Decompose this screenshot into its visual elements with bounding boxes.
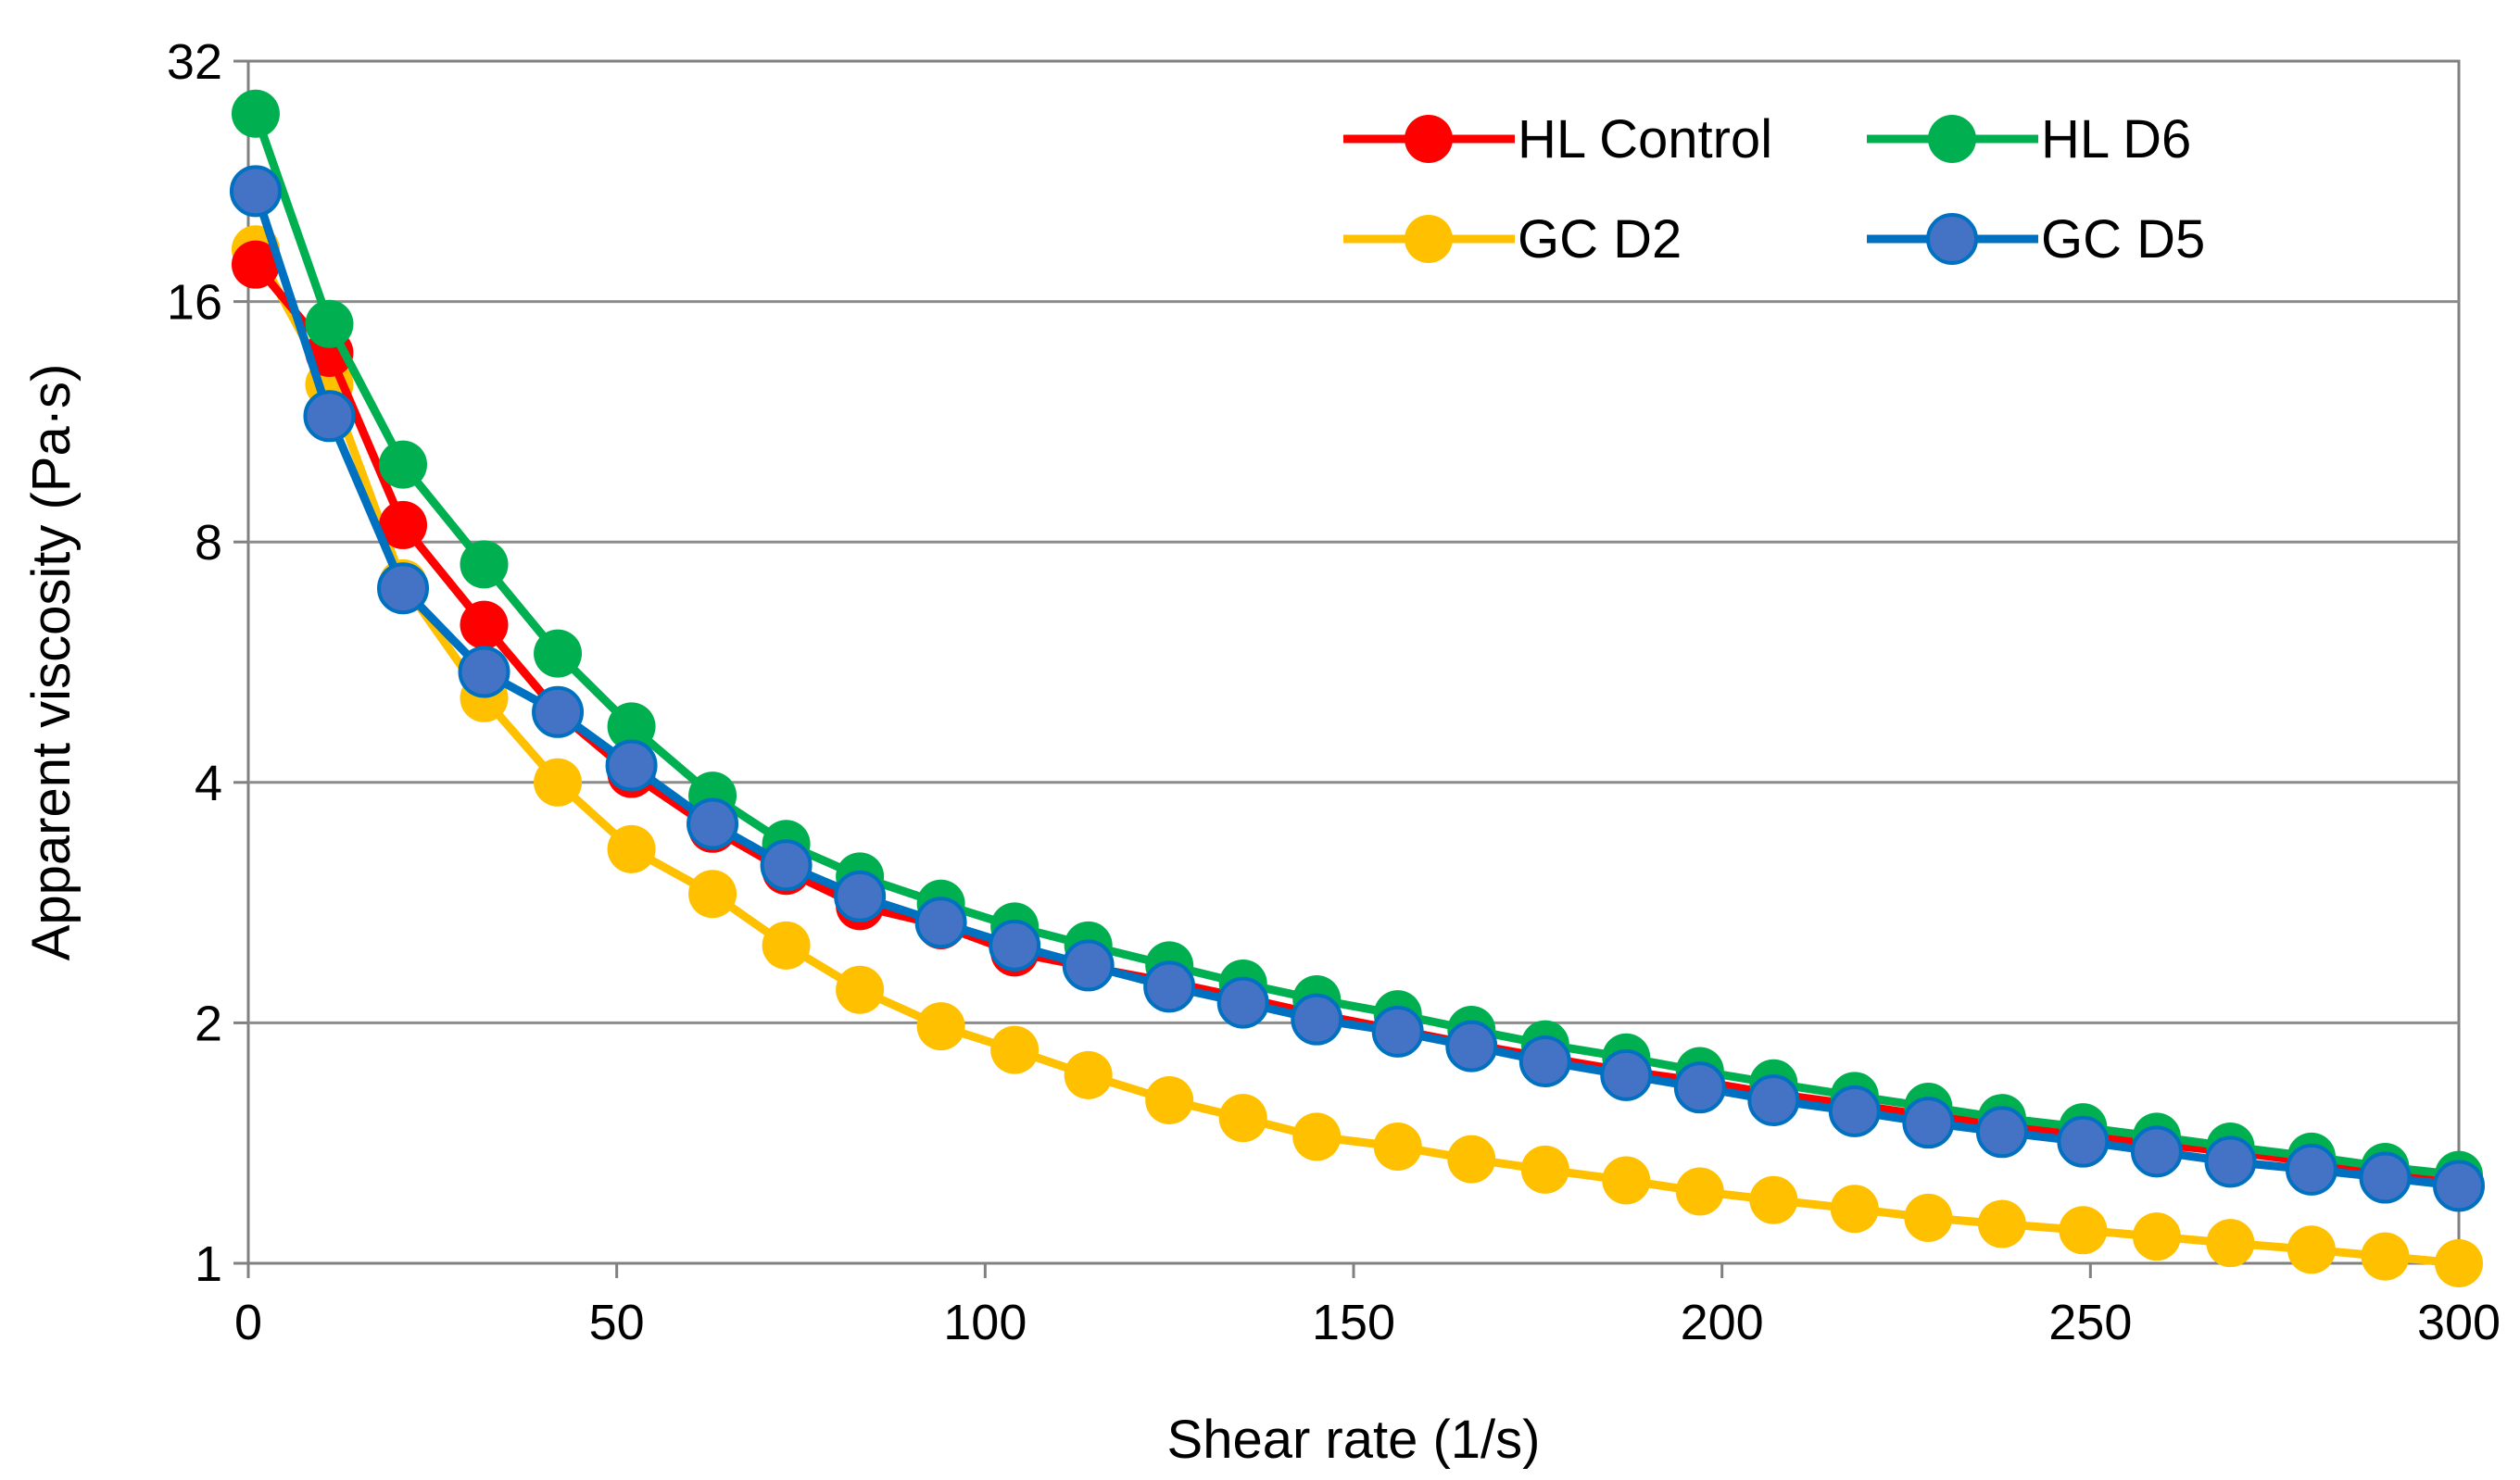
x-tick-label: 200 bbox=[1681, 1295, 1764, 1350]
x-tick-label: 50 bbox=[589, 1295, 645, 1350]
data-point-gc-d2 bbox=[1602, 1156, 1651, 1205]
data-point-gc-d5 bbox=[2433, 1160, 2485, 1212]
x-tick-label: 150 bbox=[1312, 1295, 1395, 1350]
data-point-gc-d2 bbox=[1064, 1050, 1113, 1099]
data-point-gc-d2 bbox=[1292, 1112, 1342, 1161]
data-point-gc-d2 bbox=[990, 1025, 1040, 1074]
data-point-gc-d2 bbox=[1675, 1167, 1724, 1216]
x-tick-label: 100 bbox=[943, 1295, 1027, 1350]
y-tick-label: 1 bbox=[195, 1236, 222, 1292]
data-point-gc-d5 bbox=[2204, 1135, 2257, 1188]
data-point-hl-d6 bbox=[379, 440, 428, 489]
legend-label-hl-d6: HL D6 bbox=[2041, 109, 2191, 169]
data-point-hl-d6 bbox=[607, 702, 656, 751]
data-point-gc-d5 bbox=[914, 897, 967, 949]
data-point-hl-control bbox=[231, 240, 280, 289]
legend-marker-hl-control bbox=[1405, 115, 1453, 163]
data-point-gc-d2 bbox=[836, 965, 885, 1014]
data-point-gc-d5 bbox=[1828, 1085, 1881, 1137]
legend-entry-gc-d2: GC D2 bbox=[1343, 209, 1682, 270]
data-point-gc-d2 bbox=[2132, 1212, 2181, 1261]
data-point-gc-d2 bbox=[607, 824, 656, 873]
y-tick-label: 4 bbox=[195, 756, 222, 811]
data-point-gc-d5 bbox=[1600, 1048, 1653, 1101]
data-point-gc-d2 bbox=[2059, 1206, 2108, 1255]
data-point-gc-d2 bbox=[688, 870, 737, 919]
data-point-gc-d5 bbox=[1143, 960, 1196, 1013]
data-point-gc-d5 bbox=[1445, 1020, 1498, 1072]
legend-marker-hl-d6 bbox=[1928, 115, 1976, 163]
data-point-gc-d2 bbox=[916, 1002, 965, 1051]
y-axis-ticks: 1 2 4 8 16 32 bbox=[167, 34, 248, 1292]
data-point-gc-d5 bbox=[989, 919, 1041, 972]
data-point-gc-d5 bbox=[377, 562, 430, 615]
legend: HL Control GC D2 HL D6 GC D5 bbox=[1343, 109, 2205, 270]
data-point-hl-d6 bbox=[534, 629, 583, 678]
data-point-gc-d2 bbox=[2435, 1239, 2483, 1287]
data-point-gc-d5 bbox=[532, 685, 585, 738]
plot-area bbox=[246, 59, 2461, 1265]
y-tick-label: 16 bbox=[167, 275, 222, 331]
data-point-gc-d5 bbox=[303, 390, 356, 443]
data-point-gc-d2 bbox=[1373, 1122, 1422, 1171]
data-point-gc-d2 bbox=[1904, 1193, 1953, 1242]
data-point-gc-d5 bbox=[687, 797, 739, 850]
data-point-gc-d5 bbox=[1371, 1005, 1424, 1058]
data-point-gc-d2 bbox=[2361, 1232, 2410, 1281]
x-tick-label: 0 bbox=[234, 1295, 262, 1350]
data-point-gc-d2 bbox=[1447, 1135, 1496, 1184]
x-axis-ticks: 0 50 100 150 200 250 300 bbox=[234, 1263, 2501, 1350]
data-point-gc-d5 bbox=[2130, 1125, 2183, 1178]
data-point-gc-d2 bbox=[1977, 1199, 2026, 1248]
y-tick-label: 2 bbox=[195, 996, 222, 1051]
data-point-gc-d2 bbox=[1830, 1185, 1879, 1234]
legend-marker-gc-d2 bbox=[1405, 215, 1453, 263]
legend-entry-gc-d5: GC D5 bbox=[1867, 209, 2205, 270]
data-point-gc-d2 bbox=[2206, 1219, 2255, 1268]
data-point-gc-d5 bbox=[1062, 939, 1115, 992]
data-point-gc-d5 bbox=[1902, 1097, 1955, 1149]
data-point-gc-d2 bbox=[534, 758, 583, 807]
y-axis-title: Apparent viscosity (Pa·s) bbox=[21, 364, 82, 961]
x-tick-label: 300 bbox=[2417, 1295, 2501, 1350]
data-point-gc-d2 bbox=[1145, 1075, 1194, 1124]
legend-entry-hl-d6: HL D6 bbox=[1867, 109, 2191, 169]
data-point-gc-d5 bbox=[2285, 1143, 2337, 1196]
data-point-hl-control bbox=[379, 500, 428, 549]
legend-entry-hl-control: HL Control bbox=[1343, 109, 1772, 169]
y-tick-label: 32 bbox=[167, 34, 222, 90]
data-point-gc-d5 bbox=[458, 646, 510, 698]
data-point-gc-d5 bbox=[1975, 1106, 2028, 1159]
data-point-gc-d5 bbox=[605, 739, 658, 792]
data-point-gc-d2 bbox=[1218, 1094, 1267, 1143]
y-tick-label: 8 bbox=[195, 515, 222, 571]
data-point-gc-d5 bbox=[834, 870, 887, 922]
data-point-hl-d6 bbox=[305, 299, 354, 348]
data-point-gc-d5 bbox=[1673, 1061, 1726, 1114]
data-point-gc-d2 bbox=[1749, 1175, 1798, 1224]
data-point-gc-d5 bbox=[1291, 993, 1343, 1046]
data-point-gc-d2 bbox=[762, 921, 811, 970]
legend-label-gc-d2: GC D2 bbox=[1518, 209, 1682, 270]
data-point-hl-control bbox=[460, 600, 509, 649]
series-gc-d5 bbox=[229, 165, 2485, 1212]
data-point-gc-d2 bbox=[1520, 1145, 1569, 1194]
data-point-hl-d6 bbox=[460, 540, 509, 589]
data-point-gc-d5 bbox=[2359, 1151, 2412, 1204]
data-point-gc-d5 bbox=[1216, 976, 1269, 1029]
legend-marker-gc-d5 bbox=[1926, 213, 1978, 265]
legend-label-hl-control: HL Control bbox=[1518, 109, 1772, 169]
data-point-gc-d2 bbox=[2287, 1225, 2336, 1274]
series-layer bbox=[229, 89, 2485, 1287]
legend-label-gc-d5: GC D5 bbox=[2041, 209, 2205, 270]
data-point-gc-d5 bbox=[1747, 1073, 1800, 1126]
data-point-gc-d5 bbox=[760, 839, 813, 892]
data-point-gc-d5 bbox=[2057, 1115, 2110, 1168]
data-point-hl-d6 bbox=[231, 89, 280, 138]
data-point-gc-d5 bbox=[229, 165, 282, 218]
x-axis-title: Shear rate (1/s) bbox=[1167, 1410, 1541, 1470]
data-point-gc-d5 bbox=[1518, 1035, 1571, 1087]
x-tick-label: 250 bbox=[2048, 1295, 2132, 1350]
